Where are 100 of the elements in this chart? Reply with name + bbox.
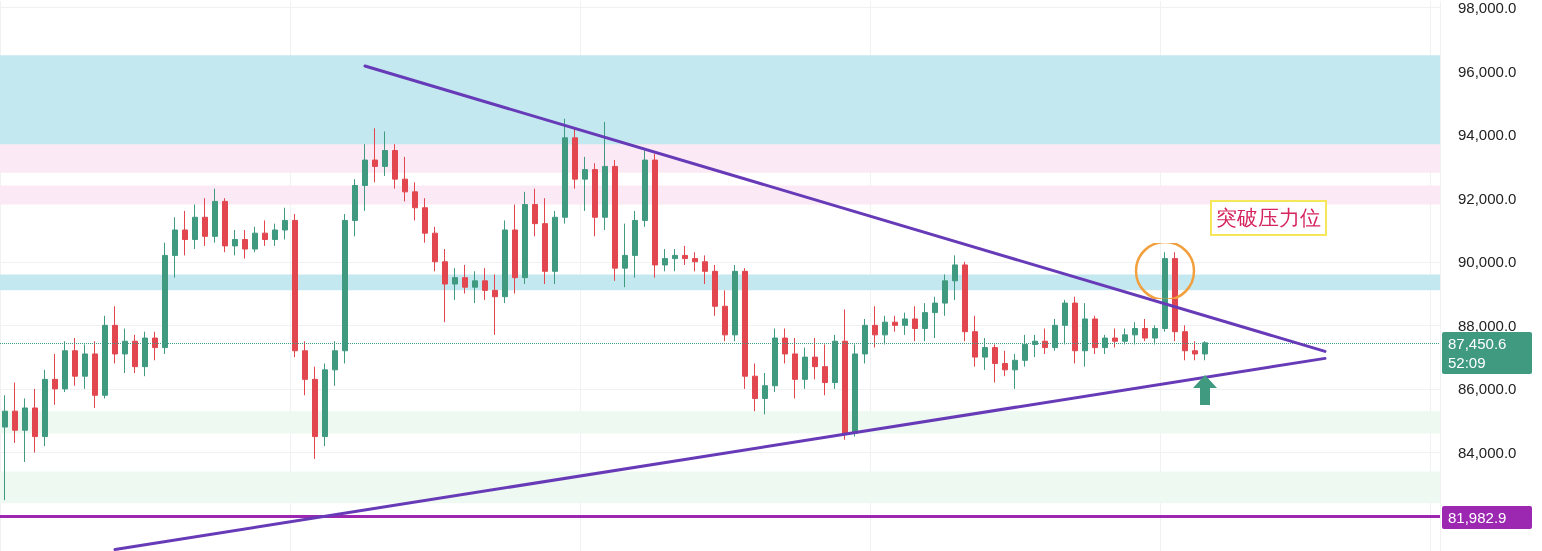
candlestick xyxy=(242,229,248,260)
candlestick xyxy=(1012,353,1018,390)
candlestick xyxy=(842,308,848,441)
candlestick xyxy=(612,159,618,282)
candlestick xyxy=(592,162,598,237)
ref-line-label: 87,450.6 xyxy=(1448,334,1507,352)
candlestick xyxy=(1112,328,1118,349)
candlestick xyxy=(462,264,468,295)
ref-line-label: 81,982.9 xyxy=(1442,505,1532,529)
candlestick xyxy=(12,382,18,444)
candlestick xyxy=(552,210,558,285)
candlestick xyxy=(442,248,448,323)
candlestick xyxy=(1142,318,1148,342)
y-tick-label: 98,000.0 xyxy=(1458,0,1517,16)
candlestick xyxy=(92,340,98,409)
y-tick-label: 88,000.0 xyxy=(1458,316,1517,334)
candlestick xyxy=(632,210,638,279)
candlestick xyxy=(952,254,958,301)
candlestick xyxy=(1162,251,1168,333)
candlestick xyxy=(452,267,458,301)
y-tick-label: 94,000.0 xyxy=(1458,126,1517,144)
candlestick xyxy=(532,188,538,237)
candlestick xyxy=(962,261,968,342)
candlestick xyxy=(512,204,518,295)
candlestick xyxy=(172,216,178,279)
candlestick xyxy=(692,251,698,272)
y-tick-label: 96,000.0 xyxy=(1458,62,1517,80)
candlestick xyxy=(192,204,198,250)
candlestick xyxy=(922,302,928,342)
candlestick xyxy=(382,130,388,177)
candlestick xyxy=(1192,340,1198,361)
candlestick xyxy=(22,397,28,463)
candlestick xyxy=(1092,315,1098,355)
candlestick xyxy=(932,296,938,339)
candlestick xyxy=(292,213,298,358)
y-tick-label: 84,000.0 xyxy=(1458,443,1517,461)
candlestick xyxy=(762,372,768,415)
candlestick xyxy=(272,223,278,247)
candlestick xyxy=(542,197,548,285)
candlestick xyxy=(152,331,158,361)
candlestick xyxy=(622,223,628,288)
candlestick xyxy=(422,197,428,244)
candlestick xyxy=(312,366,318,460)
candlestick xyxy=(392,143,398,190)
candlestick xyxy=(302,340,308,396)
candlestick xyxy=(322,362,328,447)
candlestick xyxy=(362,143,368,212)
candlestick xyxy=(72,337,78,387)
candlestick xyxy=(802,347,808,390)
candlestick xyxy=(782,328,788,364)
candlestick xyxy=(2,394,8,501)
candlestick xyxy=(132,334,138,374)
candlestick xyxy=(572,127,578,190)
candlestick xyxy=(282,207,288,241)
candlestick xyxy=(522,191,528,285)
candlestick xyxy=(582,156,588,212)
candlestick xyxy=(722,289,728,342)
candlestick xyxy=(972,315,978,368)
candlestick xyxy=(472,270,478,304)
candlestick xyxy=(1172,251,1178,342)
candlestick xyxy=(672,248,678,272)
candlestick xyxy=(812,337,818,380)
candlestick xyxy=(742,267,748,390)
y-tick-label: 90,000.0 xyxy=(1458,253,1517,271)
annotation: 突破压力位 xyxy=(1210,200,1327,237)
y-tick-label: 92,000.0 xyxy=(1458,189,1517,207)
candlestick xyxy=(32,388,38,453)
candlestick xyxy=(562,118,568,225)
candlestick xyxy=(732,264,738,342)
candlestick xyxy=(1002,350,1008,377)
candlestick xyxy=(892,315,898,333)
y-tick-label: 86,000.0 xyxy=(1458,380,1517,398)
candlestick xyxy=(412,181,418,221)
candlestick xyxy=(482,267,488,301)
candlestick xyxy=(872,305,878,349)
candlestick xyxy=(662,248,668,272)
candlestick xyxy=(42,369,48,447)
candlestick xyxy=(712,264,718,317)
candlestick xyxy=(402,156,408,202)
candlestick xyxy=(182,210,188,256)
candlestick xyxy=(212,188,218,244)
candlestick xyxy=(702,254,708,285)
candlestick xyxy=(602,121,608,231)
candlestick xyxy=(942,273,948,317)
candlestick xyxy=(202,197,208,247)
candlestick xyxy=(792,337,798,399)
candlestick xyxy=(642,150,648,228)
candlestick xyxy=(52,353,58,406)
candlestick xyxy=(502,219,508,304)
candlestick xyxy=(372,127,378,183)
text: 52:09 xyxy=(1448,353,1486,371)
candlestick xyxy=(652,153,658,279)
candlestick xyxy=(492,273,498,336)
candlestick xyxy=(752,362,758,412)
candlestick xyxy=(222,197,228,253)
candlestick xyxy=(682,245,688,266)
candlestick xyxy=(432,226,438,272)
candlestick xyxy=(902,312,908,336)
candlestick xyxy=(262,219,268,247)
candlestick xyxy=(822,343,828,396)
